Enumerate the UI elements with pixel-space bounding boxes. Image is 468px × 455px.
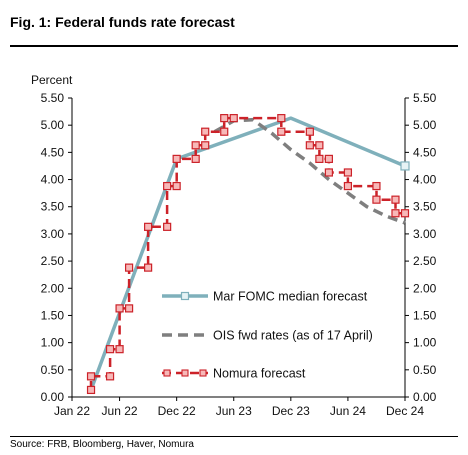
y-tick-label-left: 1.00 xyxy=(41,336,65,350)
series-nomura-point xyxy=(163,181,172,191)
y-tick-label-right: 3.50 xyxy=(413,200,437,214)
y-tick-label-right: 0.00 xyxy=(413,390,437,404)
x-tick-label: Jun 23 xyxy=(216,404,252,418)
y-tick-label-right: 1.50 xyxy=(413,308,437,322)
source-rule xyxy=(10,436,458,437)
x-tick-label: Dec 22 xyxy=(158,404,196,418)
series-nomura-point xyxy=(86,372,96,381)
source-note: Source: FRB, Bloomberg, Haver, Nomura xyxy=(10,439,194,450)
title-rule xyxy=(10,45,458,47)
series-nomura-point xyxy=(220,127,229,136)
y-tick-label-right: 3.00 xyxy=(413,227,437,241)
x-tick-label: Jan 22 xyxy=(54,404,90,418)
series-nomura-point xyxy=(105,372,115,381)
series-nomura-point xyxy=(343,181,353,191)
series-nomura-point xyxy=(277,127,286,136)
legend-marker-nomura xyxy=(163,369,171,377)
legend-label-fomc: Mar FOMC median forecast xyxy=(213,290,368,304)
figure-title: Fig. 1: Federal funds rate forecast xyxy=(10,14,235,30)
series-nomura-point xyxy=(391,195,400,204)
series-nomura-point xyxy=(144,263,153,272)
y-tick-label-left: 3.00 xyxy=(41,227,65,241)
series-nomura-point xyxy=(229,114,238,123)
x-tick-label: Jun 22 xyxy=(102,404,138,418)
y-tick-label-left: 2.50 xyxy=(41,254,65,268)
series-nomura-point xyxy=(144,222,153,231)
y-tick-label-right: 5.00 xyxy=(413,118,437,132)
y-tick-label-right: 0.50 xyxy=(413,363,437,377)
series-nomura-line xyxy=(89,116,405,390)
series-nomura-point xyxy=(124,304,134,313)
series-nomura-point xyxy=(372,195,381,204)
series-nomura-point xyxy=(391,209,400,218)
series-nomura-point xyxy=(163,222,172,231)
series-nomura-point xyxy=(201,141,210,150)
series-nomura-point xyxy=(201,127,210,136)
series-nomura-point xyxy=(372,181,381,191)
series-nomura-point xyxy=(324,168,333,177)
series-nomura-point xyxy=(305,141,314,150)
y-tick-label-right: 2.00 xyxy=(413,281,437,295)
x-tick-label: Jun 24 xyxy=(330,404,366,418)
series-nomura-point xyxy=(124,263,134,272)
legend-label-ois: OIS fwd rates (as of 17 April) xyxy=(213,329,373,343)
x-tick-label: Dec 24 xyxy=(386,404,424,418)
series-fomc-line xyxy=(89,116,406,391)
series-nomura-point xyxy=(115,304,124,313)
legend-marker-nomura xyxy=(181,369,189,377)
x-tick-label: Dec 23 xyxy=(272,404,310,418)
y-tick-label-left: 1.50 xyxy=(41,308,65,322)
y-tick-label-right: 4.00 xyxy=(413,173,437,187)
y-tick-label-left: 2.00 xyxy=(41,281,65,295)
y-tick-label-right: 5.50 xyxy=(413,91,437,105)
series-fomc-point xyxy=(400,161,410,171)
y-tick-label-right: 1.00 xyxy=(413,336,437,350)
y-tick-label-left: 5.00 xyxy=(41,118,65,132)
series-nomura-point xyxy=(277,114,286,123)
y-tick-label-left: 5.50 xyxy=(41,91,65,105)
series-nomura-point xyxy=(343,168,353,177)
series-nomura-point xyxy=(172,181,181,191)
y-tick-label-right: 4.50 xyxy=(413,145,437,159)
series-nomura-point xyxy=(115,345,124,354)
series-nomura-point xyxy=(305,127,314,136)
series-nomura-point xyxy=(191,141,200,150)
y-tick-label-left: 0.00 xyxy=(41,390,65,404)
legend-label-nomura: Nomura forecast xyxy=(213,367,306,381)
series-nomura-point xyxy=(315,154,324,163)
series-nomura-point xyxy=(191,154,200,163)
y-tick-label-left: 4.00 xyxy=(41,173,65,187)
chart-canvas: Percent 0.00 0.00 0.50 0.50 1.00 1.00 1.50 1.50… xyxy=(31,73,437,418)
series-ois-line xyxy=(213,117,406,225)
series-nomura-point xyxy=(105,345,115,354)
legend-marker-nomura xyxy=(199,369,207,377)
series-nomura-point xyxy=(315,141,324,150)
y-tick-label-left: 0.50 xyxy=(41,363,65,377)
series-nomura-point xyxy=(324,154,333,163)
series-nomura-point xyxy=(400,209,410,218)
legend-marker-fomc xyxy=(180,291,190,301)
y-tick-label-left: 4.50 xyxy=(41,145,65,159)
series-nomura-point xyxy=(220,114,229,123)
y-axis-label: Percent xyxy=(31,73,73,87)
series-nomura-point xyxy=(172,154,181,163)
y-tick-label-right: 2.50 xyxy=(413,254,437,268)
series-nomura-point xyxy=(86,385,96,395)
y-tick-label-left: 3.50 xyxy=(41,200,65,214)
